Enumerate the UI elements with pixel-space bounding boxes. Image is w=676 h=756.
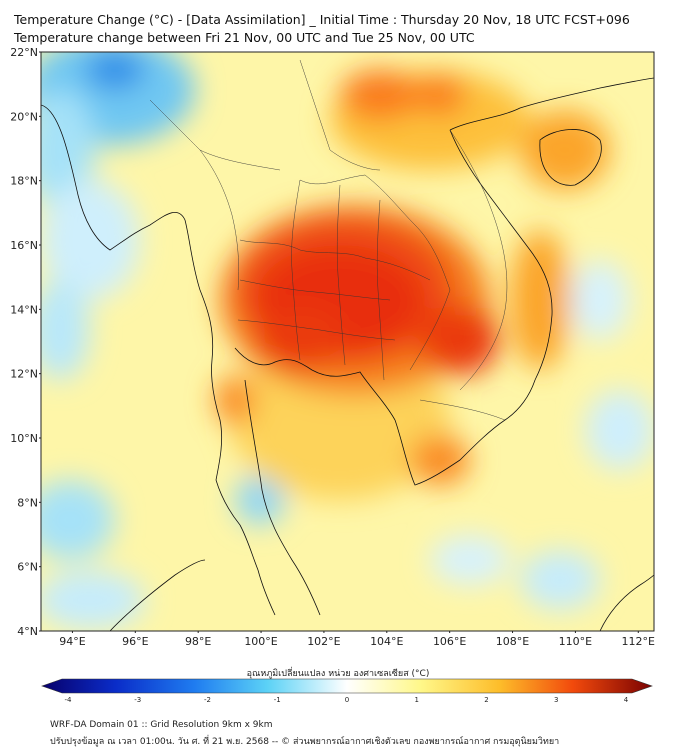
footer-update-info: ปรับปรุงข้อมูล ณ เวลา 01:00น. วัน ศ. ที่… <box>50 737 560 747</box>
colorbar-scale <box>41 678 653 694</box>
colorbar-tick-label: -3 <box>134 696 141 704</box>
footer-model-info: WRF-DA Domain 01 :: Grid Resolution 9km … <box>50 720 273 730</box>
latitude-label: 10°N <box>10 432 38 445</box>
colorbar-tick-label: -4 <box>65 696 73 704</box>
admin-boundaries <box>149 59 508 421</box>
colorbar: -4 -3 -2 -1 0 1 2 3 4 <box>41 678 653 704</box>
map-frame <box>40 51 655 632</box>
longitude-label: 98°E <box>185 635 211 648</box>
colorbar-tick-label: -1 <box>274 696 281 704</box>
latitude-label: 4°N <box>17 625 38 638</box>
map-title: Temperature Change (°C) - [Data Assimila… <box>14 12 630 27</box>
longitude-label: 94°E <box>59 635 85 648</box>
latitude-label: 18°N <box>10 175 38 188</box>
latitude-label: 6°N <box>17 561 38 574</box>
longitude-label: 110°E <box>559 635 592 648</box>
colorbar-tick-label: 1 <box>415 696 419 704</box>
latitude-label: 14°N <box>10 303 38 316</box>
longitude-label: 112°E <box>622 635 655 648</box>
colorbar-tick-label: 4 <box>624 696 629 704</box>
coastlines <box>41 77 654 631</box>
latitude-label: 8°N <box>17 496 38 509</box>
longitude-label: 96°E <box>122 635 148 648</box>
latitude-label: 16°N <box>10 239 38 252</box>
longitude-label: 102°E <box>307 635 340 648</box>
longitude-label: 106°E <box>433 635 466 648</box>
colorbar-tick-label: 3 <box>554 696 558 704</box>
colorbar-ticks: -4 -3 -2 -1 0 1 2 3 4 <box>65 696 629 704</box>
colorbar-label: อุณหภูมิเปลี่ยนแปลง หน่วย องศาเซลเซียส (… <box>246 669 430 679</box>
colorbar-tick-label: -2 <box>204 696 211 704</box>
colorbar-tick-label: 2 <box>484 696 488 704</box>
longitude-label: 100°E <box>244 635 277 648</box>
longitude-label: 108°E <box>496 635 529 648</box>
latitude-ticks: 22°N 20°N 18°N 16°N 14°N 12°N 10°N 8°N 6°N 4°N <box>10 46 41 638</box>
temperature-field <box>41 52 654 631</box>
latitude-label: 22°N <box>10 46 38 59</box>
map-subtitle: Temperature change between Fri 21 Nov, 0… <box>14 30 475 45</box>
colorbar-tick-label: 0 <box>345 696 349 704</box>
longitude-label: 104°E <box>370 635 403 648</box>
longitude-ticks: 94°E 96°E 98°E 100°E 102°E 104°E 106°E 108°E 110… <box>59 631 655 648</box>
latitude-label: 12°N <box>10 368 38 381</box>
latitude-label: 20°N <box>10 110 38 123</box>
